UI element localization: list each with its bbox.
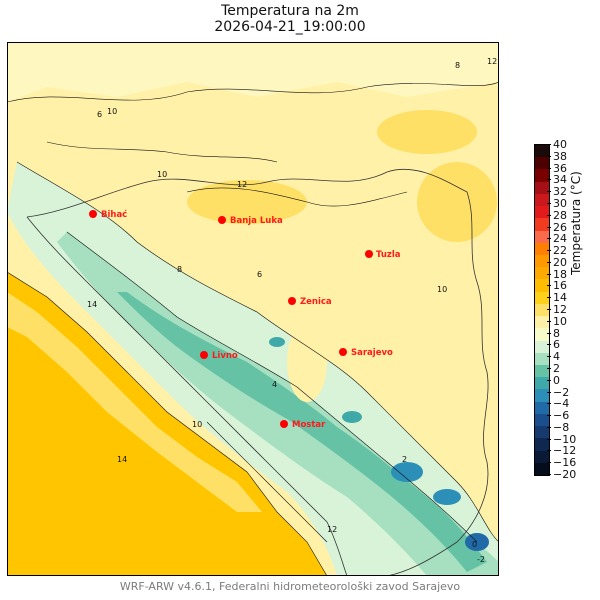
contour-label: 6 bbox=[257, 270, 262, 279]
colorbar-tick-label: 2 bbox=[547, 362, 583, 375]
colorbar-tick-label: 34 bbox=[547, 173, 583, 186]
colorbar-tick-label: 10 bbox=[547, 315, 583, 328]
colorbar-segment bbox=[535, 291, 549, 305]
contour-label: 8 bbox=[177, 265, 182, 274]
colorbar-tick-label: 30 bbox=[547, 197, 583, 210]
city-marker bbox=[218, 216, 226, 224]
city-label: Sarajevo bbox=[351, 348, 393, 358]
colorbar-segment bbox=[535, 352, 549, 366]
colorbar-tick-label: 36 bbox=[547, 162, 583, 175]
contour-label: 10 bbox=[192, 420, 202, 429]
colorbar-segment bbox=[535, 218, 549, 232]
contour-label: 8 bbox=[455, 61, 460, 70]
contour-label: -2 bbox=[477, 555, 485, 564]
contour-label: 10 bbox=[107, 107, 117, 116]
contour-label: 14 bbox=[87, 300, 97, 309]
colorbar-tick-label: −8 bbox=[547, 421, 583, 434]
colorbar-tick-label: −10 bbox=[547, 433, 583, 446]
contour-label: 12 bbox=[327, 525, 337, 534]
colorbar-segment bbox=[535, 279, 549, 293]
colorbar-segment bbox=[535, 169, 549, 183]
contour-label: 4 bbox=[272, 380, 277, 389]
colorbar-tick-label: 4 bbox=[547, 350, 583, 363]
map-timestamp: 2026-04-21_19:00:00 bbox=[214, 19, 366, 35]
colorbar-tick-label: 22 bbox=[547, 244, 583, 257]
city-label: Zenica bbox=[300, 297, 332, 307]
contour-label: 12 bbox=[237, 180, 247, 189]
colorbar-segment bbox=[535, 157, 549, 171]
city-marker bbox=[365, 250, 373, 258]
colorbar-segment bbox=[535, 365, 549, 378]
colorbar-tick-label: 38 bbox=[547, 150, 583, 163]
colorbar-segment bbox=[535, 303, 549, 317]
colorbar-tick-label: 28 bbox=[547, 209, 583, 222]
colorbar-segment bbox=[535, 377, 549, 391]
colorbar-tick-label: −4 bbox=[547, 397, 583, 410]
city-label: Livno bbox=[212, 351, 238, 361]
colorbar-segment bbox=[535, 145, 549, 158]
coastal-band bbox=[7, 292, 262, 512]
colorbar-tick-label: 14 bbox=[547, 291, 583, 304]
city-marker bbox=[339, 348, 347, 356]
colorbar-tick-label: 24 bbox=[547, 232, 583, 245]
map-frame bbox=[7, 42, 499, 576]
colorbar-segment bbox=[535, 316, 549, 329]
colorbar-tick-label: 40 bbox=[547, 138, 583, 151]
colorbar-tick-label: 32 bbox=[547, 185, 583, 198]
city-label: Tuzla bbox=[376, 250, 401, 260]
colorbar-tick-label: −20 bbox=[547, 468, 583, 481]
colorbar-tick-label: −6 bbox=[547, 409, 583, 422]
footer-credit: WRF-ARW v4.6.1, Federalni hidrometeorolo… bbox=[119, 580, 461, 593]
colorbar-tick-label: 8 bbox=[547, 327, 583, 340]
contour-label: 2 bbox=[402, 455, 407, 464]
contour-label: 14 bbox=[117, 455, 127, 464]
colorbar-segment bbox=[535, 389, 549, 403]
colorbar-segment bbox=[535, 450, 549, 464]
colorbar-label: Temperatura (°C) bbox=[569, 171, 583, 275]
colorbar-tick-label: −12 bbox=[547, 444, 583, 457]
borders bbox=[26, 168, 489, 576]
colorbar-tick-label: 16 bbox=[547, 279, 583, 292]
contour-label: 10 bbox=[157, 170, 167, 179]
city-marker bbox=[280, 420, 288, 428]
city-markers: Bihać Banja Luka Tuzla Zenica Sarajevo L… bbox=[89, 209, 401, 430]
colorbar-tick-label: −16 bbox=[547, 456, 583, 469]
contour-label: 0 bbox=[472, 540, 477, 549]
contour-label: 6 bbox=[97, 110, 102, 119]
colorbar-segment bbox=[535, 230, 549, 244]
contour-label: 10 bbox=[437, 285, 447, 294]
colorbar-segment bbox=[535, 181, 549, 195]
colorbar-segment bbox=[535, 401, 549, 415]
city-label: Banja Luka bbox=[230, 216, 283, 226]
colorbar-segment bbox=[535, 426, 549, 439]
map-title: Temperatura na 2m bbox=[221, 3, 359, 19]
temperature-map: 8 12 6 10 12 10 8 6 4 2 0 14 14 10 10 -2… bbox=[7, 42, 499, 576]
colorbar-tick-label: 26 bbox=[547, 221, 583, 234]
colorbar-segment bbox=[535, 438, 549, 452]
contour-lines bbox=[7, 81, 499, 576]
colorbar-tick-label: 12 bbox=[547, 303, 583, 316]
colorbar-tick-label: 0 bbox=[547, 374, 583, 387]
colorbar-segment bbox=[535, 340, 549, 354]
colorbar-segment bbox=[535, 242, 549, 256]
city-label: Bihać bbox=[101, 209, 127, 220]
city-marker bbox=[200, 351, 208, 359]
city-label: Mostar bbox=[292, 420, 326, 430]
colorbar-segment bbox=[535, 413, 549, 427]
colorbar-segment bbox=[535, 462, 549, 475]
city-marker bbox=[89, 210, 97, 218]
colorbar-tick-label: 20 bbox=[547, 256, 583, 269]
colorbar-tick-label: 6 bbox=[547, 338, 583, 351]
colorbar-tick-label: 18 bbox=[547, 268, 583, 281]
colorbar-segment bbox=[535, 267, 549, 281]
colorbar-segment bbox=[535, 255, 549, 268]
colorbar-segment bbox=[535, 206, 549, 219]
colorbar bbox=[534, 144, 550, 476]
colorbar-segment bbox=[535, 193, 549, 207]
city-marker bbox=[288, 297, 296, 305]
colorbar-segment bbox=[535, 328, 549, 342]
colorbar-tick-label: −2 bbox=[547, 386, 583, 399]
contour-label: 12 bbox=[487, 57, 497, 66]
